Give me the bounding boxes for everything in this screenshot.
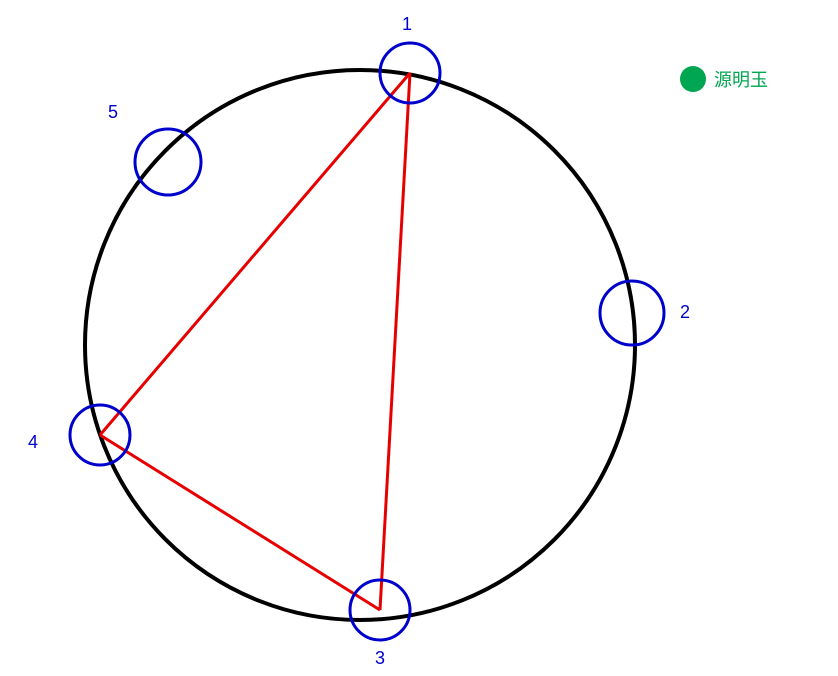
edge-4-1 xyxy=(100,73,410,435)
node-label-4: 4 xyxy=(28,432,38,453)
legend-text: 源明玉 xyxy=(714,66,768,92)
edge-1-3 xyxy=(380,73,410,610)
node-5 xyxy=(135,129,201,195)
node-label-1: 1 xyxy=(402,14,412,35)
diagram-canvas xyxy=(0,0,838,676)
node-label-3: 3 xyxy=(375,648,385,669)
node-label-2: 2 xyxy=(680,302,690,323)
edge-3-4 xyxy=(100,435,380,610)
legend: 源明玉 xyxy=(680,66,768,92)
legend-dot-icon xyxy=(680,66,706,92)
node-label-5: 5 xyxy=(108,102,118,123)
main-circle xyxy=(85,70,635,620)
